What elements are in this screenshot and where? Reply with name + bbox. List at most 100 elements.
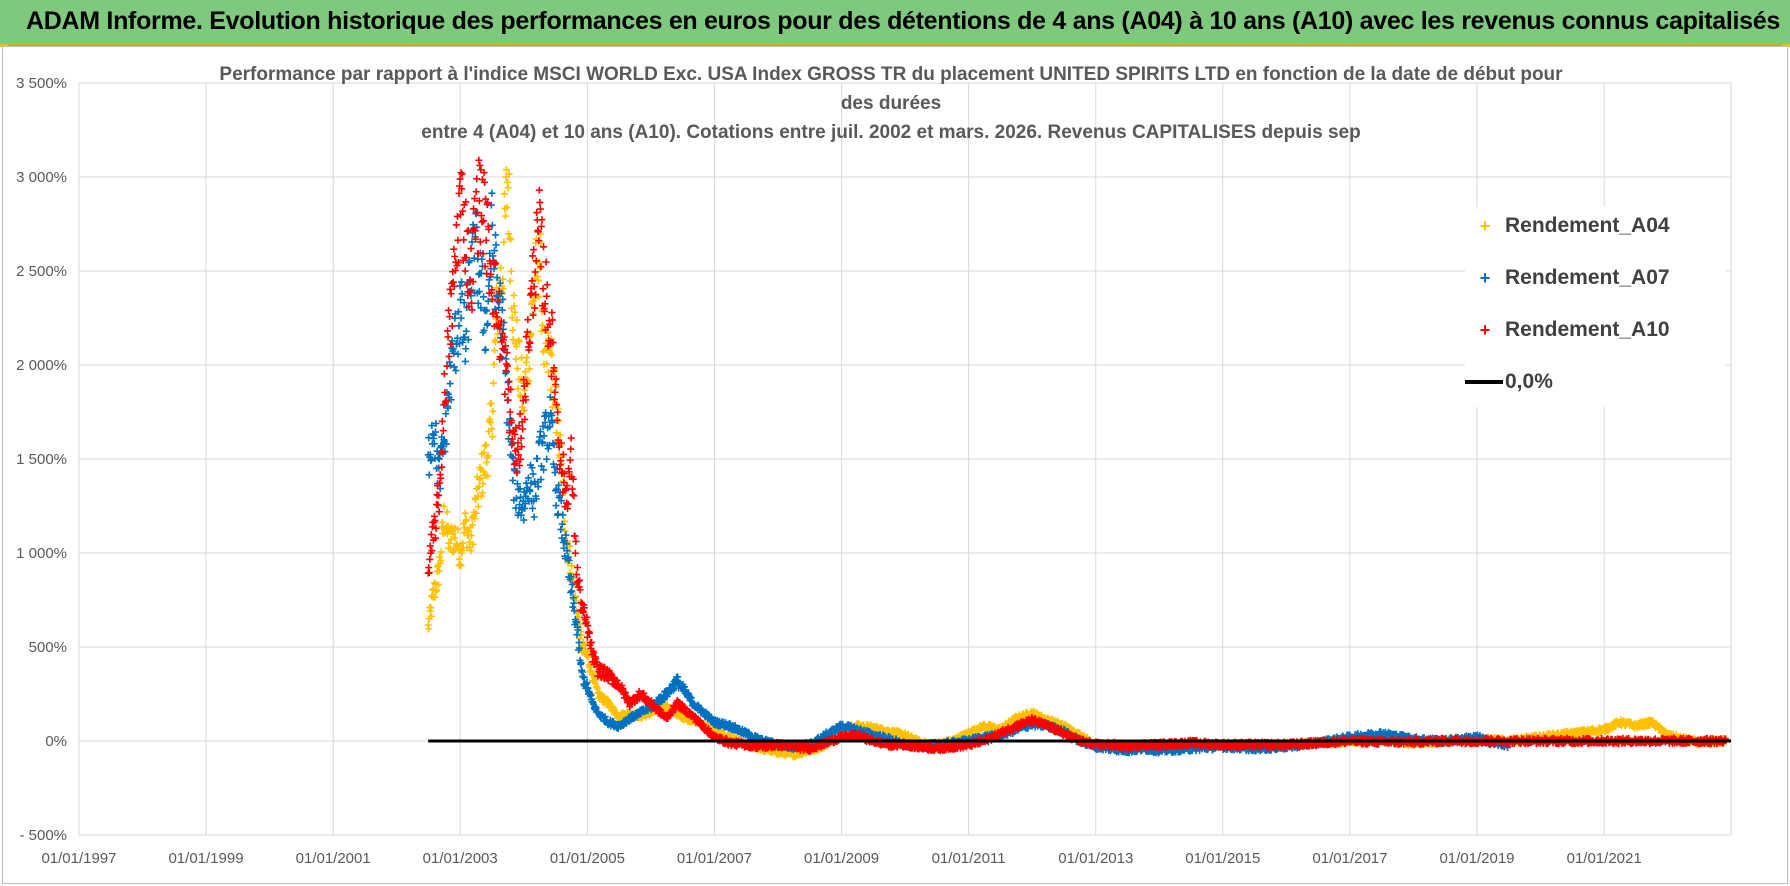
data-point (497, 264, 505, 272)
data-point (548, 351, 556, 359)
data-point (443, 508, 451, 516)
data-point (462, 345, 470, 353)
data-point (530, 513, 538, 521)
data-point (472, 509, 480, 517)
y-tick-label: 1 500% (16, 451, 67, 468)
data-point (514, 385, 522, 393)
data-point (487, 419, 495, 427)
data-point (538, 216, 546, 224)
data-point (476, 474, 484, 482)
data-point (543, 292, 551, 300)
data-point (469, 540, 477, 548)
data-point (475, 483, 483, 491)
data-point (548, 309, 556, 317)
data-point (484, 472, 492, 480)
x-tick-label: 01/01/2017 (1312, 850, 1387, 867)
data-point (510, 302, 518, 310)
data-point (436, 553, 444, 561)
data-point (461, 509, 469, 517)
data-point (505, 377, 513, 385)
data-point (461, 357, 469, 365)
data-point (475, 156, 483, 164)
data-point (434, 501, 442, 509)
data-point (472, 188, 480, 196)
data-point (571, 532, 579, 540)
data-point (529, 504, 537, 512)
data-point (513, 365, 521, 373)
data-point (492, 338, 500, 346)
data-point (475, 475, 483, 483)
data-point (505, 230, 513, 238)
data-point (507, 236, 515, 244)
data-point (510, 291, 518, 299)
data-point (543, 281, 551, 289)
data-point (548, 403, 556, 411)
data-point (556, 431, 564, 439)
data-point (553, 429, 561, 437)
data-point (488, 425, 496, 433)
data-point (431, 593, 439, 601)
y-tick-label: 500% (29, 639, 67, 656)
y-tick-label: - 500% (19, 827, 67, 844)
data-point (547, 386, 555, 394)
data-point (526, 339, 534, 347)
data-point (559, 511, 567, 519)
data-point (447, 535, 455, 543)
data-point (451, 534, 459, 542)
data-point (570, 492, 578, 500)
chart-title-line: Performance par rapport à l'indice MSCI … (219, 64, 1563, 85)
data-point (533, 272, 541, 280)
data-point (506, 408, 514, 416)
data-point (454, 525, 462, 533)
data-point (492, 231, 500, 239)
data-point (478, 218, 486, 226)
data-point (544, 445, 552, 453)
data-point (567, 434, 575, 442)
data-point (568, 562, 576, 570)
data-point (507, 267, 515, 275)
data-point (543, 455, 551, 463)
data-point (504, 378, 512, 386)
data-point (530, 246, 538, 254)
data-point (572, 537, 580, 545)
data-point (430, 579, 438, 587)
data-point (450, 547, 458, 555)
x-tick-label: 01/01/2003 (423, 850, 498, 867)
data-point (482, 441, 490, 449)
data-point (569, 491, 577, 499)
x-tick-label: 01/01/2013 (1058, 850, 1133, 867)
data-point (457, 562, 465, 570)
data-point (480, 468, 488, 476)
data-point (506, 277, 514, 285)
data-point (519, 425, 527, 433)
data-point (480, 293, 488, 301)
data-point (471, 515, 479, 523)
chart-frame: - 500% 0% 500% 1 000% 1 500% 2 000% 2 500% 3 00… (2, 46, 1788, 884)
data-point (508, 314, 516, 322)
data-point (488, 189, 496, 197)
data-point (544, 368, 552, 376)
data-point (447, 290, 455, 298)
data-point (478, 489, 486, 497)
data-point (584, 653, 592, 661)
data-point (449, 548, 457, 556)
data-point (521, 368, 529, 376)
y-tick-label: 0% (45, 733, 67, 750)
data-point (505, 170, 513, 178)
x-tick-label: 01/01/2015 (1185, 850, 1260, 867)
data-point (455, 322, 463, 330)
data-point (425, 569, 433, 577)
data-point (489, 379, 497, 387)
data-point (467, 245, 475, 253)
data-point (469, 521, 477, 529)
data-point (488, 433, 496, 441)
data-point (506, 234, 514, 242)
data-point (571, 549, 579, 557)
data-point (486, 415, 494, 423)
data-point (482, 236, 490, 244)
data-point (534, 277, 542, 285)
y-tick-label: 2 000% (16, 357, 67, 374)
report-title: ADAM Informe. Evolution historique des p… (26, 7, 1780, 35)
x-tick-label: 01/01/2001 (296, 850, 371, 867)
data-point (500, 238, 508, 246)
